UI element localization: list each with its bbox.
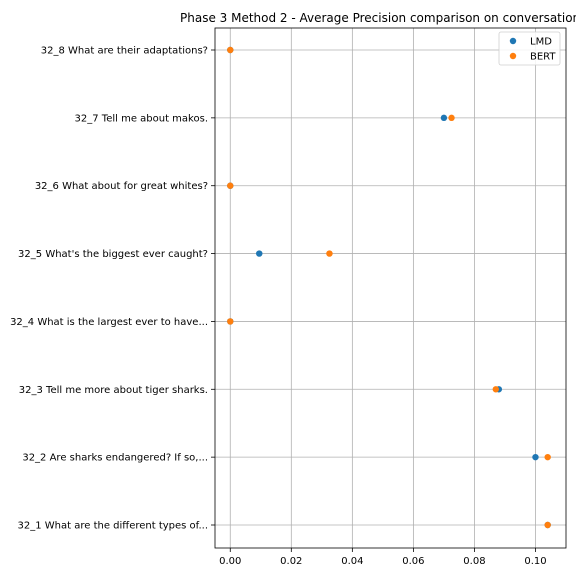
legend-marker-lmd xyxy=(509,37,517,45)
legend-label-bert: BERT xyxy=(530,52,556,63)
y-tick-label: 32_6 What about for great whites? xyxy=(35,181,208,192)
grid xyxy=(215,28,566,548)
legend: LMD BERT xyxy=(498,31,561,66)
y-tick-label: 32_5 What's the biggest ever caught? xyxy=(18,249,208,260)
point-bert xyxy=(227,46,234,54)
y-tick-label: 32_2 Are sharks endangered? If so,... xyxy=(22,453,208,464)
point-bert xyxy=(326,250,333,257)
point-lmd xyxy=(532,453,539,461)
chart-title: Phase 3 Method 2 - Average Precision com… xyxy=(180,11,576,25)
point-lmd xyxy=(256,250,263,257)
y-tick-label: 32_1 What are the different types of... xyxy=(18,521,208,532)
plot-frame xyxy=(214,27,567,549)
x-tick-label: 0.00 xyxy=(219,556,241,567)
y-tick-label: 32_3 Tell me more about tiger sharks. xyxy=(19,385,208,396)
y-tick-label: 32_8 What are their adaptations? xyxy=(41,46,208,57)
y-tick-label: 32_4 What is the largest ever to have... xyxy=(10,317,208,328)
point-bert xyxy=(544,453,551,461)
axes: 0.00 0.02 0.04 0.06 0.08 0.10 32_1 What are th… xyxy=(10,27,567,567)
point-bert xyxy=(227,182,234,189)
x-tick-label: 0.02 xyxy=(280,556,302,567)
point-bert xyxy=(448,114,455,122)
legend-label-lmd: LMD xyxy=(530,37,552,48)
point-bert xyxy=(227,318,234,325)
legend-marker-bert xyxy=(509,52,517,60)
x-tick-label: 0.10 xyxy=(524,556,546,567)
x-tick-label: 0.04 xyxy=(341,556,363,567)
point-bert xyxy=(544,521,551,529)
y-tick-label: 32_7 Tell me about makos. xyxy=(75,113,208,124)
point-bert xyxy=(492,386,499,393)
x-tick-label: 0.06 xyxy=(402,556,424,567)
x-tick-label: 0.08 xyxy=(463,556,485,567)
data-points xyxy=(227,46,551,529)
point-lmd xyxy=(440,114,448,122)
